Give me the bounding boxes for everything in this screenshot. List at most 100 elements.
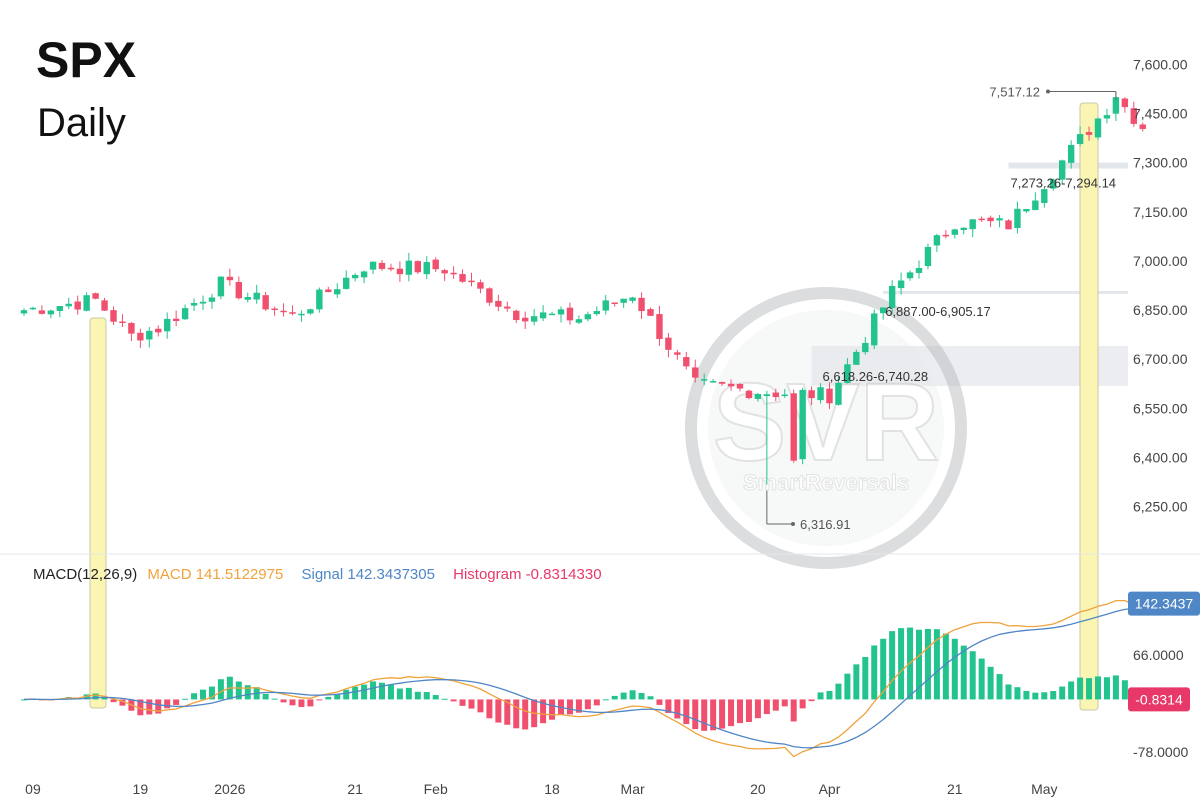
watermark-monogram: SVR	[713, 361, 939, 484]
highlight-bar-right	[1079, 102, 1099, 711]
histogram-bar	[754, 699, 761, 719]
histogram-bar	[1032, 692, 1039, 700]
time-tick-label: 09	[25, 781, 41, 797]
candle-body	[969, 219, 976, 230]
candle-body	[83, 295, 90, 311]
time-tick-label: 20	[750, 781, 766, 797]
candle-body	[164, 318, 171, 332]
candle-body	[513, 310, 520, 320]
histogram-bar	[137, 699, 144, 716]
candle-body	[611, 302, 618, 305]
signal-badge	[1128, 591, 1200, 616]
histogram-bar	[396, 688, 403, 700]
zone-band	[1008, 162, 1128, 169]
candle-body	[181, 308, 189, 320]
candle-body	[101, 300, 108, 311]
histogram-bar	[334, 694, 341, 700]
macd-legend-name: MACD(12,26,9)	[33, 566, 137, 583]
low-label: 6,316.91	[800, 517, 851, 532]
candle-body	[799, 389, 806, 460]
candle-body	[262, 295, 269, 310]
histogram-bar	[549, 699, 556, 720]
candle-body	[656, 314, 663, 339]
candle-body	[56, 306, 63, 311]
candle-body	[65, 303, 72, 307]
candle-body	[271, 308, 278, 311]
macd-legend-value: MACD 141.5122975	[147, 566, 283, 583]
price-tick-label: 7,600.00	[1133, 56, 1188, 72]
candle-body	[522, 317, 529, 322]
time-tick-label: Apr	[819, 781, 841, 797]
candle-body	[1112, 97, 1120, 114]
candle-body	[692, 367, 699, 378]
histogram-bar	[164, 699, 171, 709]
candle-body	[772, 392, 779, 398]
histogram-bar	[173, 699, 180, 705]
histogram-bar	[244, 685, 251, 700]
histogram-bar	[584, 699, 591, 710]
histogram-bar	[468, 699, 475, 709]
histogram-bar	[593, 699, 600, 706]
candle-body	[128, 323, 135, 334]
candle-body	[199, 301, 207, 304]
histogram-bar	[110, 699, 117, 703]
histogram-bar	[978, 658, 985, 700]
histogram-bar	[271, 698, 278, 700]
candle-body	[387, 267, 395, 270]
histogram-bar	[432, 695, 439, 700]
candle-body	[530, 316, 538, 322]
candle-body	[369, 261, 377, 270]
histogram-bar	[1023, 690, 1030, 700]
histogram-bar	[343, 689, 350, 700]
candle-body	[298, 313, 305, 316]
candle-body	[915, 267, 923, 273]
price-annotations: 7,517.12 6,316.91 7,273.26-7,294.14 6,887.0…	[766, 85, 1117, 532]
histogram-bar	[629, 690, 636, 700]
time-axis: 09 19 2026 21 Feb 18 Mar 20 Apr 21 May	[25, 781, 1057, 797]
candle-body	[880, 307, 887, 314]
histogram-bar	[1005, 684, 1012, 700]
histogram-bar	[191, 693, 198, 700]
histogram-bar	[1121, 680, 1128, 700]
candle-body	[378, 262, 386, 269]
candle-body	[763, 394, 771, 397]
histogram-bar	[647, 696, 654, 700]
candle-body	[566, 307, 574, 321]
histogram-bar	[871, 645, 878, 700]
histogram-bar	[316, 699, 323, 701]
candle-body	[727, 383, 735, 387]
histogram-bar	[262, 693, 269, 700]
histogram-bar	[522, 699, 529, 730]
candle-body	[960, 227, 967, 231]
price-tick-label: 7,450.00	[1133, 106, 1188, 122]
candle-body	[1005, 220, 1012, 230]
histogram-bar	[325, 696, 332, 700]
highlight-bar-left	[89, 317, 107, 709]
candle-body	[119, 321, 126, 324]
histogram-badge	[1128, 687, 1190, 712]
candle-body	[584, 314, 592, 320]
candle-body	[360, 271, 368, 278]
candle-body	[1094, 118, 1102, 138]
histogram-bar	[1041, 692, 1048, 700]
histogram-bar	[477, 699, 484, 713]
histogram-bar	[951, 638, 958, 700]
macd-tick-label: -78.0000	[1133, 744, 1188, 760]
candle-body	[996, 218, 1003, 221]
candle-body	[1050, 179, 1057, 189]
candle-body	[844, 364, 851, 383]
histogram-bar	[513, 699, 520, 729]
histogram-bar	[987, 666, 994, 700]
candle-body	[468, 280, 475, 283]
histogram-bar	[414, 691, 421, 700]
histogram-bar	[898, 628, 905, 700]
candle-body	[253, 292, 260, 300]
histogram-bar	[575, 699, 582, 713]
high-label: 7,517.12	[989, 85, 1040, 100]
price-tick-label: 7,000.00	[1133, 253, 1188, 269]
histogram-bar	[602, 699, 609, 701]
candle-body	[137, 332, 144, 341]
histogram-bar	[996, 674, 1003, 700]
histogram-bar	[298, 699, 305, 707]
